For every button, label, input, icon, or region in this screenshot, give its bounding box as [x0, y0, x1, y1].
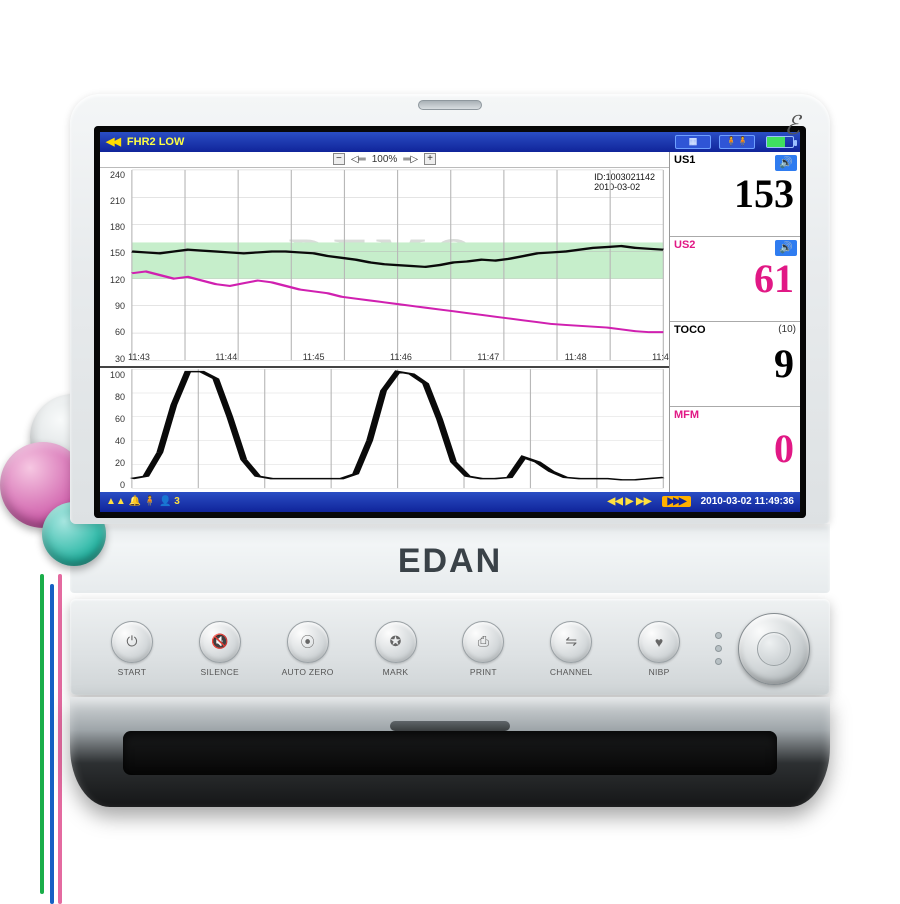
start-label: START — [118, 667, 147, 677]
status-leds — [715, 632, 722, 665]
chart-arrow-left: ◁═ — [351, 154, 366, 165]
fhr-x-axis: 11:4311:4411:4511:4611:4711:4811:4 — [128, 352, 669, 366]
auto-zero-label: AUTO ZERO — [282, 667, 334, 677]
button-auto-zero: ⦿ AUTO ZERO — [266, 621, 350, 677]
mark-label: MARK — [383, 667, 409, 677]
brand-label: EDAN — [70, 524, 830, 593]
start-button[interactable]: ⏻ — [111, 621, 153, 663]
fetal-monitor-device: ℰ ◀◀ FHR2 LOW ▦ 🧍🧍 − ◁═ 100 — [70, 94, 830, 807]
us1-label: US1 — [674, 154, 695, 166]
toco-sub: (10) — [778, 324, 796, 335]
fhr-svg — [100, 168, 669, 366]
readings-column: US1 153 US2 61 TOCO (10) 9 — [670, 152, 800, 492]
button-start: ⏻ START — [90, 621, 174, 677]
fhr-chart: 240210180150120906030 ID:1003021142 2010… — [100, 168, 669, 368]
jog-dial[interactable] — [738, 613, 810, 685]
printer-tray — [70, 697, 830, 807]
top-indicator-slot — [418, 100, 482, 110]
button-silence: 🔇 SILENCE — [178, 621, 262, 677]
silence-label: SILENCE — [201, 667, 239, 677]
mfm-value: 0 — [774, 429, 794, 469]
cable-pink — [58, 574, 62, 904]
cable-green — [40, 574, 44, 894]
screen-body: − ◁═ 100% ═▷ + 240210180150120906030 ID:… — [100, 152, 800, 492]
silence-button[interactable]: 🔇 — [199, 621, 241, 663]
button-nibp: ♥ NIBP — [617, 621, 701, 677]
chart-column: − ◁═ 100% ═▷ + 240210180150120906030 ID:… — [100, 152, 670, 492]
button-print: ⎙ PRINT — [441, 621, 525, 677]
tray-handle[interactable] — [390, 721, 510, 731]
alert-text: FHR2 LOW — [127, 136, 184, 148]
toco-svg — [100, 368, 669, 492]
button-channel: ⇋ CHANNEL — [529, 621, 613, 677]
reading-us1: US1 153 — [670, 152, 800, 237]
us2-value: 61 — [754, 259, 794, 299]
status-left-icons: ▲▲ 🔔 🧍 👤 3 — [106, 496, 180, 507]
battery-icon — [766, 136, 794, 148]
cable-blue — [50, 584, 54, 904]
us2-speaker-icon[interactable] — [775, 240, 797, 256]
button-mark: ✪ MARK — [354, 621, 438, 677]
chart-arrow-right: ═▷ — [403, 154, 418, 165]
zoom-in-icon[interactable]: + — [424, 153, 436, 165]
screen-titlebar: ◀◀ FHR2 LOW ▦ 🧍🧍 — [100, 132, 800, 152]
lcd-frame: ◀◀ FHR2 LOW ▦ 🧍🧍 − ◁═ 100% ═▷ + — [94, 126, 806, 518]
us1-value: 153 — [734, 174, 794, 214]
auto-zero-button[interactable]: ⦿ — [287, 621, 329, 663]
ffwd-button[interactable]: ▶▶▶ — [662, 496, 691, 507]
nibp-label: NIBP — [649, 667, 670, 677]
mark-button[interactable]: ✪ — [375, 621, 417, 663]
channel-label: CHANNEL — [550, 667, 593, 677]
toco-value: 9 — [774, 344, 794, 384]
lcd-screen[interactable]: ◀◀ FHR2 LOW ▦ 🧍🧍 − ◁═ 100% ═▷ + — [100, 132, 800, 512]
us2-label: US2 — [674, 239, 695, 251]
alert-arrows-icon: ◀◀ — [106, 135, 119, 148]
screen-statusbar: ▲▲ 🔔 🧍 👤 3 ◀◀ ▶ ▶▶ ▶▶▶ 2010-03-02 11:49:… — [100, 492, 800, 512]
zoom-level: 100% — [372, 154, 398, 165]
reading-toco: TOCO (10) 9 — [670, 322, 800, 407]
reading-mfm: MFM 0 — [670, 407, 800, 491]
us1-speaker-icon[interactable] — [775, 155, 797, 171]
zoom-out-icon[interactable]: − — [333, 153, 345, 165]
reading-us2: US2 61 — [670, 237, 800, 322]
screen-bezel: ℰ ◀◀ FHR2 LOW ▦ 🧍🧍 − ◁═ 100 — [70, 94, 830, 524]
jog-dial-center[interactable] — [757, 632, 791, 666]
patient-icon[interactable]: 🧍🧍 — [719, 135, 755, 149]
print-label: PRINT — [470, 667, 497, 677]
toco-chart: 100806040200 — [100, 368, 669, 492]
status-datetime: 2010-03-02 11:49:36 — [701, 496, 794, 507]
print-button[interactable]: ⎙ — [462, 621, 504, 663]
zoom-control[interactable]: − ◁═ 100% ═▷ + — [100, 152, 669, 168]
control-panel: ⏻ START 🔇 SILENCE ⦿ AUTO ZERO ✪ MARK ⎙ PRINT ⇋ CHAN… — [70, 599, 830, 695]
scroll-controls[interactable]: ◀◀ ▶ ▶▶ — [607, 496, 651, 507]
paper-slot — [123, 731, 777, 775]
mfm-label: MFM — [674, 409, 699, 421]
nibp-button[interactable]: ♥ — [638, 621, 680, 663]
toco-label: TOCO — [674, 324, 706, 336]
grid-toggle-icon[interactable]: ▦ — [675, 135, 711, 149]
channel-button[interactable]: ⇋ — [550, 621, 592, 663]
